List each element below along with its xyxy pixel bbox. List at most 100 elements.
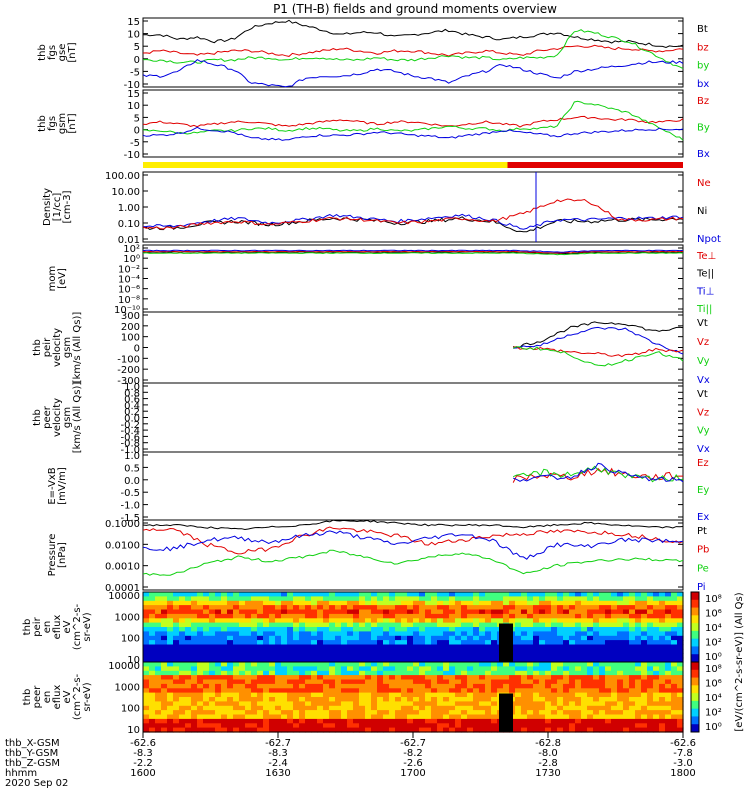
y-tick-label: 10000 [108,591,140,602]
colorbar-segment [691,599,699,609]
y-tick-label: -1.5 [120,513,140,524]
series-vx-peir [513,326,684,355]
x-axis-row-label: thb_Z-GSM [5,758,60,769]
panel-frame [142,311,684,384]
colorbar-frame [690,661,700,733]
x-axis-value: 1800 [670,768,695,779]
y-tick-label: 10 [127,725,140,736]
y-axis-label: thb [32,339,43,356]
x-axis-value: -8.2 [403,748,423,759]
y-tick-label: 1.0 [124,451,140,462]
series-bt-gse [142,19,684,49]
series-npot [142,213,684,230]
y-tick-label: 0.10 [118,219,140,230]
y-axis-label: [km/s (All Qs)] [72,382,83,454]
y-tick-label: 0.8 [124,388,140,399]
colorbar-segment [691,700,699,710]
y-tick-label: 5 [134,113,140,124]
legend-bz: Bz [697,96,709,107]
x-axis-row-label: thb_X-GSM [5,738,60,749]
y-axis-label: gse [57,44,68,62]
panel-peer_vel [142,382,684,453]
colorbar-tick-label: 10⁶ [705,609,722,620]
legend-pt: Pt [697,526,707,537]
legend-vz: Vz [697,337,709,348]
x-axis-value: -8.3 [133,748,153,759]
x-axis-value: -3.0 [673,758,693,769]
legend-ne: Ne [697,178,711,189]
panel-frame [142,382,684,453]
y-axis-label: peir [42,337,53,357]
x-axis-value: -62.7 [265,738,291,749]
data-gap-block [499,623,513,662]
y-tick-label: 300 [121,311,140,322]
y-tick-label: -1.0 [120,445,140,456]
legend-pe: Pe [697,563,709,574]
panel-frame [142,451,684,521]
y-axis-label: peer [32,685,43,709]
series-bx-gsm [142,126,684,141]
y-axis-label: [mV/m] [57,467,68,505]
y-axis-label: eV [62,690,73,703]
y-axis-label: sr-eV) [82,682,93,711]
x-axis-value: -7.8 [673,748,693,759]
x-axis-value: -62.6 [130,738,156,749]
y-tick-label: 10.00 [111,187,140,198]
y-tick-label: 0.1000 [105,519,140,530]
x-axis-value: 1600 [130,768,155,779]
panel-fgs_gsm [142,89,684,158]
y-axis-label: sr-eV) [82,612,93,641]
series-ex [513,462,684,483]
y-tick-label: 10 [127,101,140,112]
y-tick-label: 0 [134,126,140,137]
y-axis-label: (cm^2-s- [72,603,83,650]
plot-title: P1 (TH-B) fields and ground moments over… [273,2,557,16]
y-axis-label: (cm^2-s- [72,673,83,720]
y-axis-label: thb [22,619,33,636]
legend-vt: Vt [697,318,708,329]
x-axis-value: -8.3 [268,748,288,759]
y-tick-label: 100 [121,333,140,344]
legend-npot: Npot [697,234,721,245]
x-axis-value: -2.4 [268,758,288,769]
y-axis-label: [nPa] [57,542,68,568]
panel-frame [142,244,684,313]
y-axis-label: en [42,621,53,634]
y-axis-label: [nT] [67,113,78,133]
y-tick-label: 0.0100 [105,540,140,551]
y-axis-label: velocity [52,328,63,367]
series-by-gse [142,29,684,70]
colorbar-segment [691,607,699,616]
legend-vt: Vt [697,389,708,400]
legend-ti: Ti⊥ [696,286,714,297]
colorbar-segment [691,693,699,702]
colorbar-segment [691,669,699,679]
y-tick-label: 100 [121,704,140,715]
y-tick-label: 10 [127,30,140,41]
legend-vx: Vx [697,444,710,455]
legend-ez: Ez [697,458,709,469]
colorbar-tick-label: 10⁰ [705,722,722,733]
y-tick-label: 10⁻⁸ [118,295,140,306]
colorbar-segment [691,677,699,686]
y-axis-label: eflux [52,685,63,710]
y-tick-label: 0 [134,55,140,66]
x-axis-value: -62.8 [535,738,561,749]
y-tick-label: -10 [124,150,140,161]
colorbar-label: [eV/(cm^2-s-sr-eV)] (All Qs) [734,592,745,731]
colorbar-segment [691,716,699,725]
series-temp-blue [142,249,684,253]
colorbar-tick-label: 10⁴ [705,623,722,634]
y-axis-label: [1/cc] [52,193,63,222]
spectrogram-peir [142,591,684,663]
legend-vy: Vy [697,426,710,437]
mode-bar-red [507,162,683,168]
y-axis-label: [km/s (All Qs)] [72,312,83,384]
y-axis-label: en [42,691,53,704]
y-axis-label: gsm [57,113,68,134]
series-pb [142,526,684,555]
colorbar-segment [691,724,699,733]
colorbar-tick-label: 10⁸ [705,594,722,605]
data-gap-block [499,693,513,732]
y-tick-label: 15 [127,89,140,100]
